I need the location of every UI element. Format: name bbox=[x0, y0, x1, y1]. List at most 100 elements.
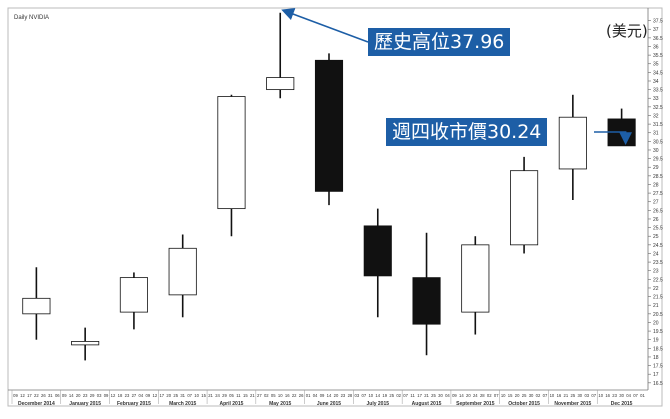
y-tick-label: 23.5 bbox=[653, 260, 663, 266]
day-tick-label: 05 bbox=[271, 393, 276, 398]
y-tick-label: 28.5 bbox=[653, 174, 663, 180]
high-arrow bbox=[281, 8, 369, 43]
day-tick-label: 01 bbox=[640, 393, 645, 398]
y-tick-label: 30 bbox=[653, 148, 659, 154]
day-tick-label: 07 bbox=[633, 393, 638, 398]
day-tick-label: 15 bbox=[508, 393, 513, 398]
y-tick-label: 37 bbox=[653, 27, 659, 33]
y-tick-label: 32 bbox=[653, 113, 659, 119]
day-tick-label: 17 bbox=[417, 393, 422, 398]
y-tick-label: 31 bbox=[653, 131, 659, 137]
day-tick-label: 21 bbox=[424, 393, 429, 398]
y-tick-label: 36 bbox=[653, 44, 659, 50]
day-tick-label: 20 bbox=[334, 393, 339, 398]
month-tick-label: May 2015 bbox=[269, 401, 291, 407]
candle-body bbox=[558, 116, 587, 170]
month-tick-label: August 2015 bbox=[412, 401, 442, 407]
day-tick-label: 29 bbox=[90, 393, 95, 398]
day-tick-label: 17 bbox=[27, 393, 32, 398]
y-tick-label: 20 bbox=[653, 320, 659, 326]
day-tick-label: 10 bbox=[598, 393, 603, 398]
day-tick-label: 16 bbox=[557, 393, 562, 398]
month-tick-label: September 2015 bbox=[456, 401, 495, 407]
day-tick-label: 14 bbox=[69, 393, 74, 398]
day-tick-label: 03 bbox=[584, 393, 589, 398]
day-tick-label: 10 bbox=[368, 393, 373, 398]
day-tick-label: 01 bbox=[306, 393, 311, 398]
y-tick-label: 33 bbox=[653, 96, 659, 102]
day-tick-label: 26 bbox=[299, 393, 304, 398]
day-tick-label: 15 bbox=[243, 393, 248, 398]
month-tick-label: June 2015 bbox=[317, 401, 341, 407]
candle-body bbox=[412, 277, 441, 325]
y-tick-label: 31.5 bbox=[653, 122, 663, 128]
day-tick-label: 09 bbox=[146, 393, 151, 398]
day-tick-label: 20 bbox=[515, 393, 520, 398]
day-tick-label: 10 bbox=[550, 393, 555, 398]
unit-label: (美元) bbox=[606, 22, 648, 40]
y-tick-label: 33.5 bbox=[653, 88, 663, 94]
close-arrow bbox=[594, 131, 633, 146]
callout-arrows bbox=[281, 8, 633, 146]
day-tick-label: 14 bbox=[375, 393, 380, 398]
day-tick-label: 11 bbox=[236, 393, 241, 398]
y-tick-label: 37.5 bbox=[653, 19, 663, 25]
day-tick-label: 14 bbox=[459, 393, 464, 398]
day-tick-label: 27 bbox=[132, 393, 137, 398]
day-tick-label: 23 bbox=[341, 393, 346, 398]
day-tick-label: 30 bbox=[529, 393, 534, 398]
y-tick-label: 26 bbox=[653, 217, 659, 223]
day-tick-label: 10 bbox=[501, 393, 506, 398]
y-tick-label: 22.5 bbox=[653, 277, 663, 283]
day-tick-label: 25 bbox=[571, 393, 576, 398]
day-tick-label: 30 bbox=[438, 393, 443, 398]
y-tick-label: 32.5 bbox=[653, 105, 663, 111]
day-tick-label: 05 bbox=[229, 393, 234, 398]
day-tick-label: 15 bbox=[201, 393, 206, 398]
y-tick-label: 34.5 bbox=[653, 70, 663, 76]
day-tick-label: 12 bbox=[111, 393, 116, 398]
y-tick-label: 35 bbox=[653, 62, 659, 68]
month-tick-label: March 2015 bbox=[169, 401, 196, 407]
day-tick-label: 25 bbox=[431, 393, 436, 398]
day-tick-label: 09 bbox=[13, 393, 18, 398]
day-tick-label: 03 bbox=[355, 393, 360, 398]
y-tick-label: 29.5 bbox=[653, 157, 663, 163]
day-tick-label: 20 bbox=[466, 393, 471, 398]
day-tick-label: 07 bbox=[543, 393, 548, 398]
y-tick-label: 24 bbox=[653, 251, 659, 257]
close-annotation: 週四收市價30.24 bbox=[386, 118, 548, 146]
day-tick-label: 31 bbox=[48, 393, 53, 398]
y-tick-label: 30.5 bbox=[653, 139, 663, 145]
y-tick-label: 28 bbox=[653, 182, 659, 188]
y-tick-label: 27 bbox=[653, 200, 659, 206]
y-tick-label: 20.5 bbox=[653, 312, 663, 318]
day-tick-label: 16 bbox=[605, 393, 610, 398]
y-tick-label: 29 bbox=[653, 165, 659, 171]
day-tick-label: 28 bbox=[348, 393, 353, 398]
candle-body bbox=[119, 277, 148, 313]
day-tick-label: 20 bbox=[76, 393, 81, 398]
candle-body bbox=[510, 170, 539, 246]
high-annotation: 歷史高位37.96 bbox=[368, 28, 511, 56]
day-tick-label: 25 bbox=[173, 393, 178, 398]
day-tick-label: 07 bbox=[494, 393, 499, 398]
y-tick-label: 23 bbox=[653, 269, 659, 275]
day-tick-label: 02 bbox=[396, 393, 401, 398]
day-tick-label: 21 bbox=[564, 393, 569, 398]
day-tick-label: 02 bbox=[536, 393, 541, 398]
y-tick-label: 26.5 bbox=[653, 208, 663, 214]
day-ticks: 09 12 17 22 26 31 06 09 14 20 23 29 03 09 12 18 23 27 04 09… bbox=[13, 393, 645, 398]
candle-body bbox=[217, 96, 246, 210]
y-tick-label: 25 bbox=[653, 234, 659, 240]
day-tick-label: 25 bbox=[522, 393, 527, 398]
y-tick-label: 19 bbox=[653, 338, 659, 344]
day-tick-label: 12 bbox=[20, 393, 25, 398]
day-tick-label: 04 bbox=[626, 393, 631, 398]
month-tick-label: February 2015 bbox=[117, 401, 151, 407]
y-tick-label: 25.5 bbox=[653, 226, 663, 232]
month-tick-label: Dec 2015 bbox=[611, 401, 633, 407]
month-tick-label: October 2015 bbox=[508, 401, 540, 407]
y-tick-label: 35.5 bbox=[653, 53, 663, 59]
